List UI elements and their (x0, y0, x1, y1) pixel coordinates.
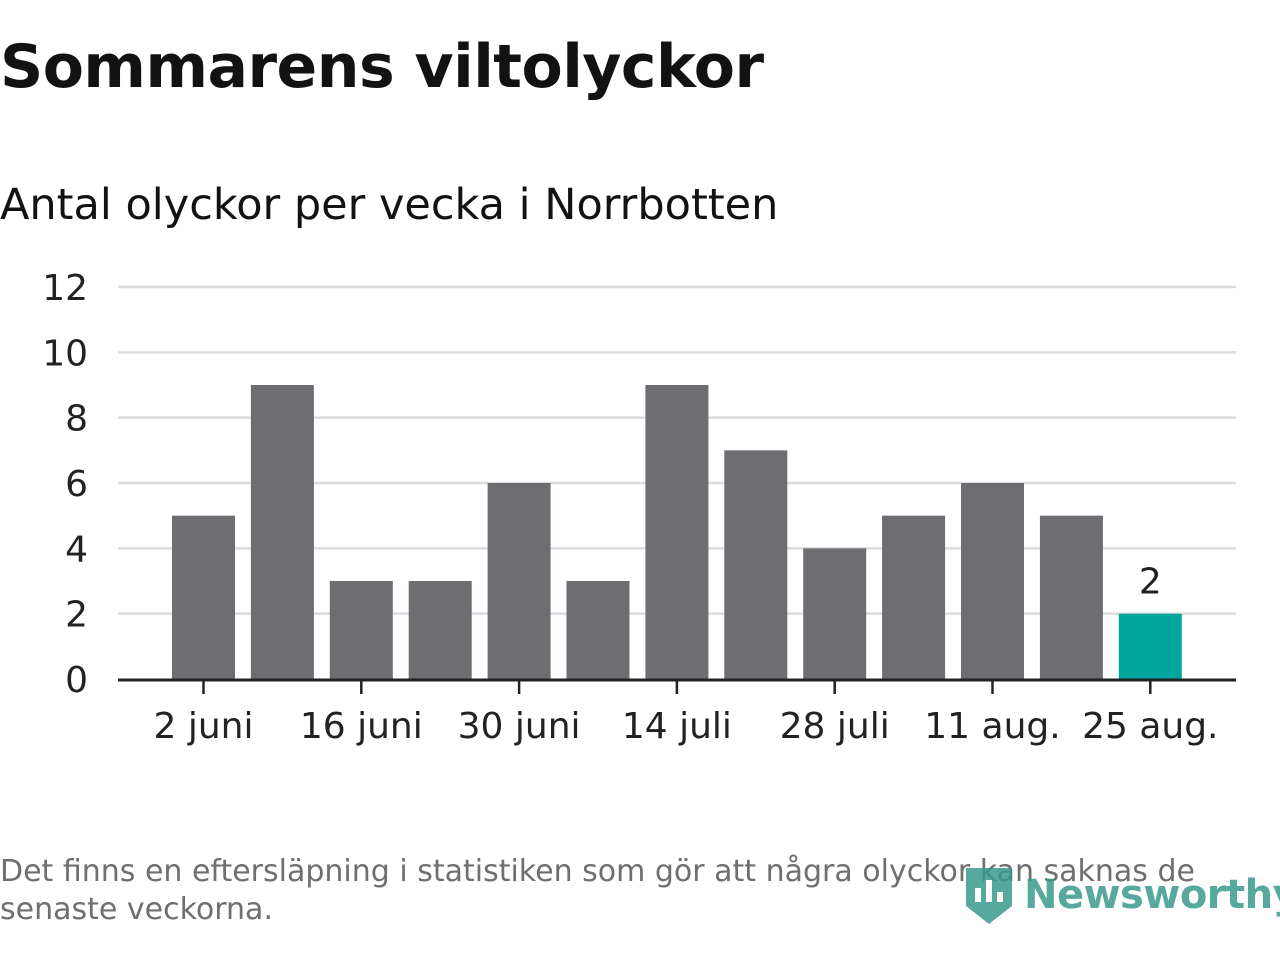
x-tick-label: 14 juli (622, 706, 732, 747)
bar (961, 483, 1024, 679)
x-tick-label: 11 aug. (924, 706, 1060, 747)
x-tick-label: 30 juni (458, 706, 581, 747)
brand-name: Newsworthy (1024, 872, 1280, 918)
x-axis-labels: 2 juni 16 juni 30 juni 14 juli 28 juli 11 aug… (154, 706, 1219, 747)
bar (724, 450, 788, 679)
chart-subtitle: Antal olyckor per vecka i Norrbotten (0, 180, 779, 230)
x-tick-label: 16 juni (300, 706, 423, 747)
bar-highlighted (1118, 613, 1182, 679)
y-tick-label: 2 (65, 595, 88, 636)
y-tick-label: 12 (42, 268, 88, 309)
y-tick-label: 4 (65, 529, 88, 570)
brand-logo: Newsworthy (962, 862, 1280, 928)
chart-title: Sommarens viltolyckor (0, 32, 764, 102)
bars: 2 (172, 385, 1182, 679)
bar (1039, 515, 1103, 679)
y-tick-label: 0 (65, 660, 88, 701)
bar (408, 581, 472, 679)
y-tick-label: 8 (65, 399, 88, 440)
y-tick-label: 6 (65, 464, 88, 505)
data-label: 2 (1139, 562, 1162, 603)
bar (329, 581, 393, 679)
y-axis-labels: 0 2 4 6 8 10 12 (42, 268, 88, 701)
x-tick-label: 2 juni (154, 706, 254, 747)
bar (172, 515, 235, 679)
y-tick-label: 10 (42, 333, 88, 374)
bar (882, 515, 946, 679)
bar (566, 581, 630, 679)
bar (645, 385, 709, 679)
bar (250, 385, 314, 679)
x-axis (118, 678, 1236, 694)
bar (487, 483, 551, 679)
newsworthy-logo-icon (966, 868, 1012, 924)
bar (803, 548, 867, 679)
x-tick-label: 25 aug. (1082, 706, 1218, 747)
x-tick-label: 28 juli (780, 706, 890, 747)
